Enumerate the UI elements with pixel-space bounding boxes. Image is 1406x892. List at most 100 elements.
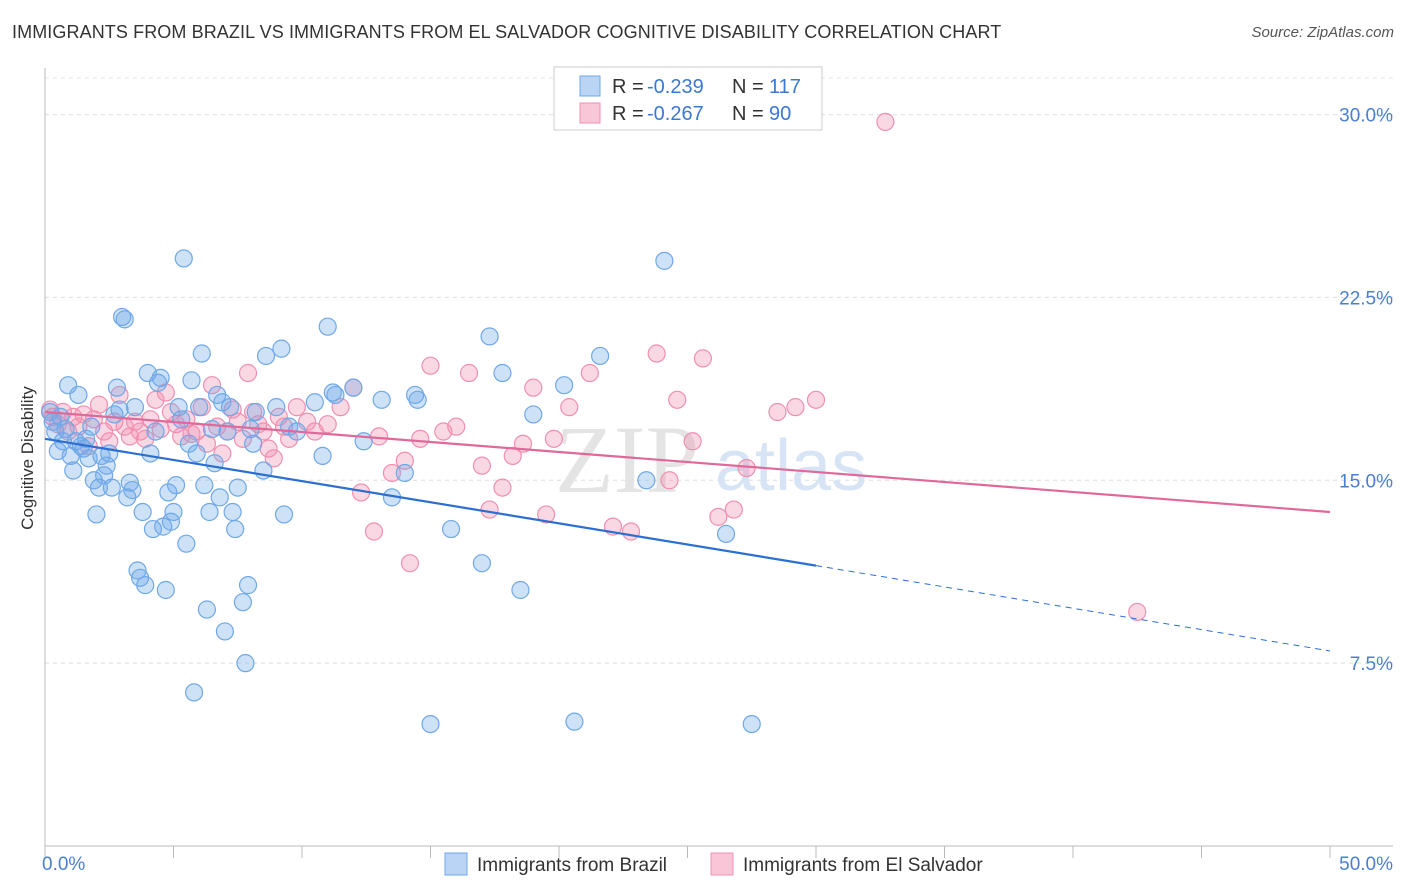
- brazil-point: [408, 390, 427, 409]
- brazil-point: [172, 410, 191, 429]
- brazil-point: [187, 444, 206, 463]
- x-tick-label-min: 0.0%: [42, 854, 85, 875]
- brazil-point: [120, 473, 139, 492]
- brazil-point: [267, 398, 286, 417]
- legend-swatch-brazil: [579, 75, 601, 97]
- el-salvador-point: [876, 112, 895, 131]
- brazil-point: [133, 502, 152, 522]
- legend-r-label-el-salvador: R =: [612, 103, 644, 125]
- el-salvador-point: [213, 444, 232, 463]
- brazil-point: [493, 363, 512, 383]
- brazil-point: [202, 419, 222, 439]
- brazil-point: [421, 714, 440, 734]
- brazil-point: [472, 554, 491, 573]
- el-salvador-point: [459, 363, 479, 383]
- brazil-point: [524, 405, 543, 424]
- brazil-trend-extension: [815, 565, 1331, 652]
- brazil-point: [223, 502, 242, 522]
- el-salvador-point: [233, 429, 252, 448]
- bottom-legend: Immigrants from Brazil Immigrants from E…: [444, 852, 983, 876]
- y-tick-label: 7.5%: [1350, 654, 1393, 675]
- brazil-point: [372, 390, 391, 409]
- y-tick-label: 22.5%: [1339, 288, 1393, 309]
- el-salvador-point: [411, 429, 430, 448]
- el-salvador-point: [400, 554, 420, 573]
- brazil-point: [102, 478, 121, 497]
- el-salvador-point: [89, 395, 109, 414]
- el-salvador-point: [724, 500, 743, 519]
- el-salvador-point: [524, 378, 543, 397]
- brazil-point: [395, 463, 414, 483]
- brazil-point: [174, 249, 193, 268]
- brazil-point: [123, 480, 142, 500]
- el-salvador-point: [447, 417, 466, 436]
- el-salvador-point: [668, 390, 687, 409]
- brazil-point: [136, 576, 155, 595]
- legend-r-value-el-salvador: -0.267: [647, 103, 704, 125]
- el-salvador-point: [709, 507, 728, 526]
- brazil-point: [591, 346, 610, 366]
- brazil-point: [164, 502, 183, 522]
- brazil-point: [226, 519, 245, 539]
- brazil-point: [151, 368, 170, 387]
- el-salvador-point: [318, 415, 337, 434]
- brazil-point: [156, 580, 175, 600]
- brazil-point: [192, 344, 211, 363]
- brazil-point: [441, 519, 461, 539]
- el-salvador-trend-line: [44, 410, 1331, 514]
- bottom-legend-label-el-salvador: Immigrants from El Salvador: [743, 855, 983, 876]
- brazil-point: [233, 593, 252, 612]
- y-tick-labels: 7.5% 15.0% 22.5% 30.0%: [1339, 106, 1393, 676]
- y-tick-label: 30.0%: [1339, 106, 1393, 127]
- brazil-point: [244, 434, 263, 453]
- el-salvador-point: [1128, 602, 1147, 622]
- brazil-point: [344, 378, 363, 397]
- brazil-point: [238, 576, 258, 595]
- el-salvador-point: [238, 363, 258, 383]
- brazil-point: [128, 561, 147, 580]
- brazil-point: [179, 434, 199, 453]
- brazil-point: [565, 712, 584, 731]
- bottom-legend-label-brazil: Immigrants from Brazil: [477, 855, 667, 876]
- legend-r-label-brazil: R =: [612, 76, 644, 98]
- brazil-point: [220, 398, 240, 417]
- brazil-point: [405, 385, 425, 405]
- el-salvador-point: [647, 344, 666, 363]
- brazil-point: [115, 310, 134, 329]
- brazil-point: [236, 654, 255, 673]
- brazil-point: [64, 461, 83, 480]
- el-salvador-point: [202, 376, 222, 395]
- chart-title: IMMIGRANTS FROM BRAZIL VS IMMIGRANTS FRO…: [12, 22, 1002, 42]
- brazil-points: [41, 249, 761, 734]
- el-salvador-point: [364, 522, 384, 541]
- axes: [44, 68, 1393, 858]
- brazil-point: [159, 483, 178, 502]
- watermark: ZIP atlas: [555, 406, 867, 513]
- el-salvador-point: [580, 363, 599, 383]
- brazil-point: [637, 471, 656, 490]
- brazil-point: [256, 346, 276, 366]
- source-label: Source: ZipAtlas.com: [1251, 24, 1394, 41]
- el-salvador-point: [264, 449, 283, 468]
- brazil-point: [274, 505, 294, 524]
- el-salvador-point: [768, 402, 787, 422]
- brazil-point: [210, 488, 229, 507]
- brazil-point: [200, 502, 219, 522]
- brazil-point: [305, 393, 324, 412]
- el-salvador-point: [382, 463, 402, 483]
- el-salvador-point: [480, 500, 499, 519]
- el-salvador-point: [786, 398, 805, 417]
- legend-n-label-brazil: N =: [732, 76, 764, 98]
- brazil-point: [112, 307, 132, 327]
- brazil-point: [326, 385, 345, 405]
- el-salvador-point: [125, 412, 145, 431]
- el-salvador-point: [287, 398, 306, 417]
- el-salvador-point: [693, 349, 713, 368]
- legend-swatch-el-salvador: [579, 102, 601, 124]
- brazil-point: [177, 534, 196, 553]
- el-salvador-point: [537, 505, 556, 524]
- brazil-point: [107, 378, 127, 397]
- brazil-point: [205, 454, 224, 473]
- brazil-point: [146, 422, 165, 441]
- brazil-point: [228, 478, 247, 497]
